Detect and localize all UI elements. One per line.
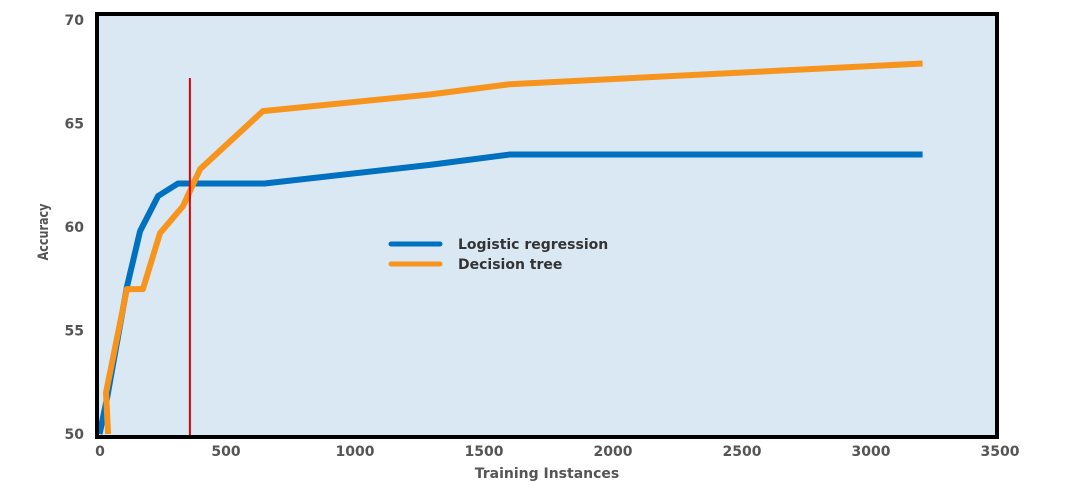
x-tick-label: 500: [211, 444, 240, 460]
x-tick-label: 2000: [594, 444, 633, 460]
y-tick-label: 65: [65, 117, 84, 133]
y-axis-label: Accuracy: [35, 203, 52, 261]
series-line-decision-tree: [103, 60, 923, 435]
legend: Logistic regression Decision tree: [388, 237, 608, 273]
x-tick-label: 2500: [723, 444, 762, 460]
y-tick-label: 55: [65, 324, 84, 340]
x-axis-label: Training Instances: [475, 466, 620, 482]
x-tick-label: 1500: [465, 444, 504, 460]
plot-frame: [95, 12, 999, 439]
legend-label: Logistic regression: [458, 237, 608, 253]
y-tick-label: 60: [65, 220, 85, 236]
y-tick-label: 70: [65, 13, 85, 29]
x-tick-label: 3500: [981, 444, 1020, 460]
x-tick-label: 3000: [852, 444, 891, 460]
x-tick-label: 1000: [336, 444, 375, 460]
y-tick-label: 50: [65, 427, 85, 443]
x-tick-label: 0: [95, 444, 105, 460]
plot-area: [97, 14, 997, 437]
legend-label: Decision tree: [458, 257, 562, 273]
